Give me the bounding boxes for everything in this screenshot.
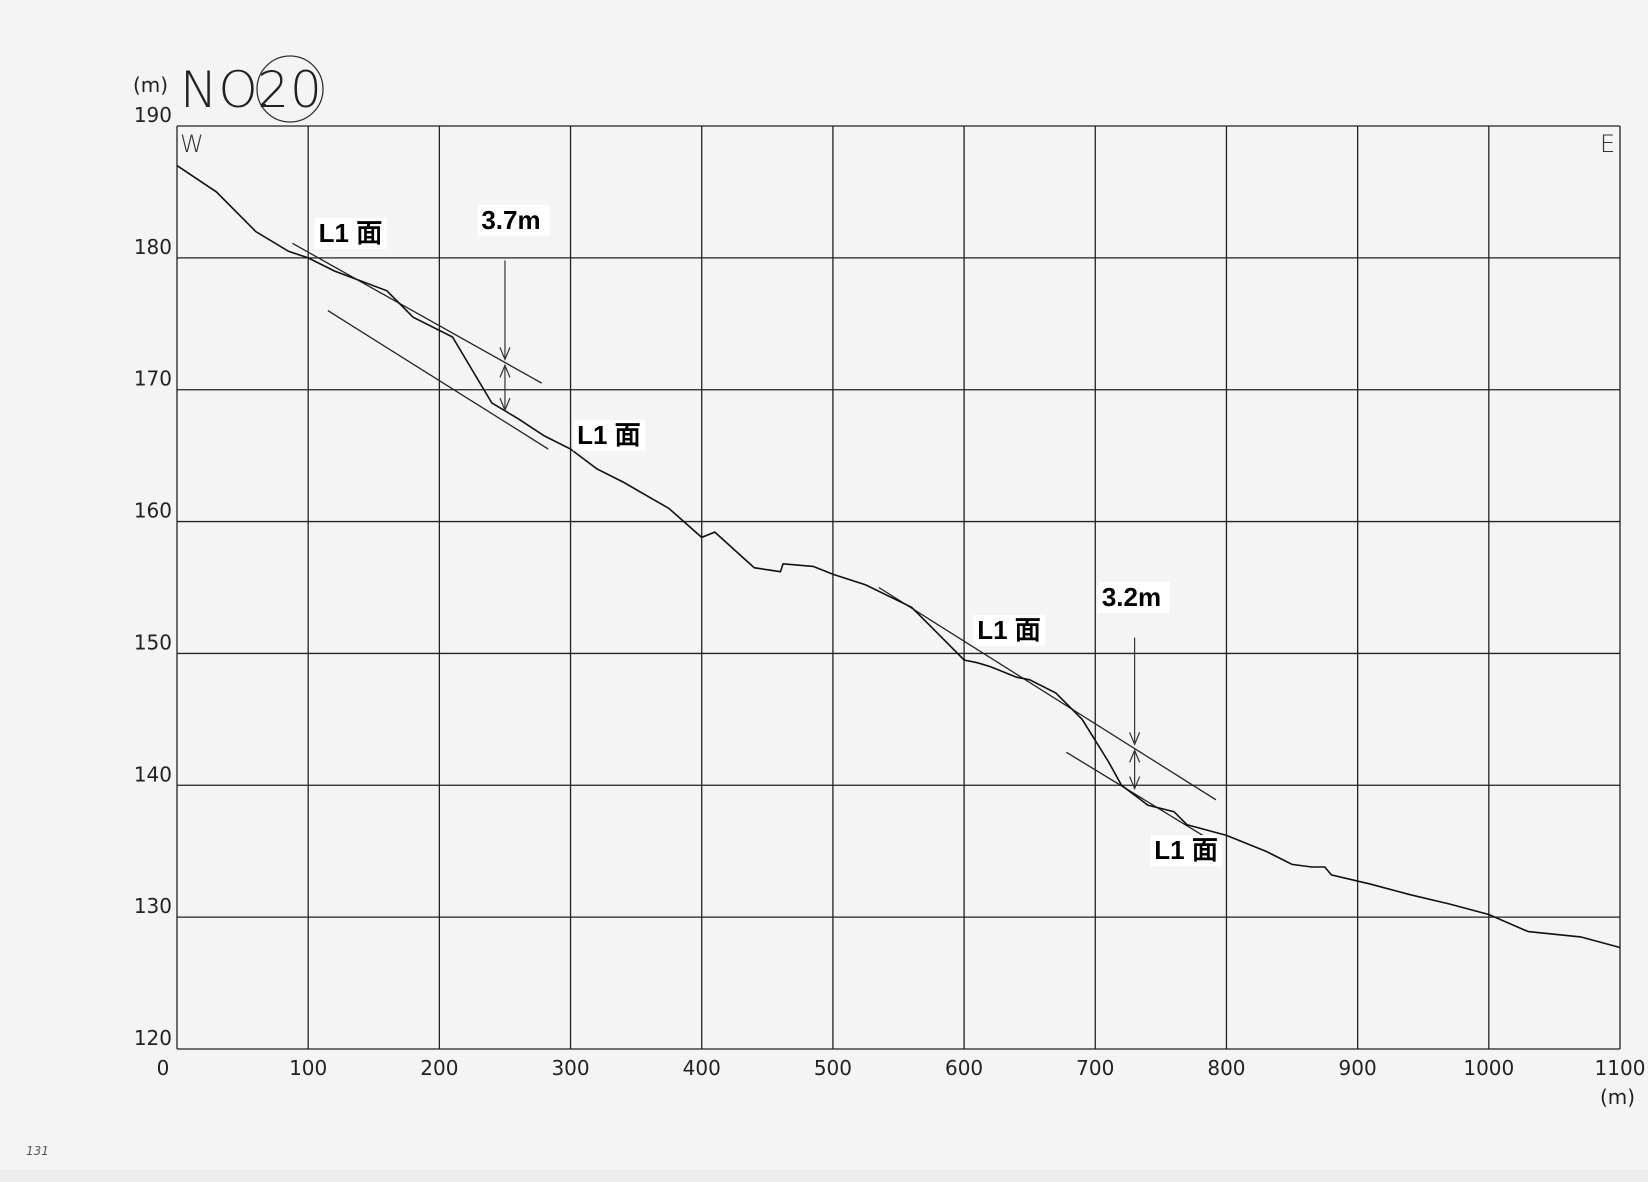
y-tick-label: 180 xyxy=(134,235,172,259)
page-number: 131 xyxy=(26,1144,49,1158)
x-tick-label: 0 xyxy=(157,1056,170,1080)
tick-labels: 0 100 200 300 400 500 600 700 800 900 1000 1100 120 1… xyxy=(134,103,1646,1080)
offset-arrowhead-up xyxy=(1129,748,1141,763)
x-tick-label: 900 xyxy=(1339,1056,1377,1080)
x-tick-label: 400 xyxy=(683,1056,721,1080)
x-axis-unit: (m) xyxy=(1600,1085,1635,1109)
offset-arrowhead-down xyxy=(1129,776,1141,791)
x-tick-label: 300 xyxy=(551,1056,589,1080)
x-tick-label: 800 xyxy=(1207,1056,1245,1080)
x-tick-label: 700 xyxy=(1076,1056,1114,1080)
surface-line xyxy=(327,310,549,450)
annotation-bg xyxy=(477,204,550,236)
direction-west: W xyxy=(180,130,204,158)
annotation-label: L1 面 xyxy=(577,420,641,450)
annotation-label: L1 面 xyxy=(1154,835,1218,865)
annotation-bg xyxy=(1150,835,1223,867)
offset-arrowhead-down xyxy=(499,397,511,412)
annotation-bg xyxy=(1097,581,1170,613)
x-tick-label: 500 xyxy=(814,1056,852,1080)
chart-title-number: 20 xyxy=(257,61,323,119)
surface-line xyxy=(292,242,543,384)
annotation-label: L1 面 xyxy=(319,218,383,248)
x-tick-label: 200 xyxy=(420,1056,458,1080)
offset-pointer-head xyxy=(499,347,511,361)
title-number-circle xyxy=(256,55,324,123)
annotation-bg xyxy=(314,218,387,250)
x-tick-label: 1100 xyxy=(1595,1056,1646,1080)
grid xyxy=(176,125,1621,1050)
y-tick-label: 190 xyxy=(134,103,172,127)
profile-series xyxy=(176,164,1621,949)
annotation-bg xyxy=(573,419,646,451)
y-tick-label: 130 xyxy=(134,894,172,918)
x-tick-label: 100 xyxy=(289,1056,327,1080)
y-tick-label: 160 xyxy=(134,499,172,523)
annotations: L1 面 L1 面 L1 面 L1 面 3.7m 3.2m xyxy=(314,204,1223,867)
y-tick-label: 120 xyxy=(134,1026,172,1050)
y-tick-label: 170 xyxy=(134,367,172,391)
direction-east: E xyxy=(1600,130,1615,158)
annotation-label: 3.2m xyxy=(1102,582,1161,612)
offset-pointer-head xyxy=(1129,732,1141,746)
annotation-label: L1 面 xyxy=(977,615,1041,645)
x-tick-label: 600 xyxy=(945,1056,983,1080)
y-axis-unit: (m) xyxy=(133,73,168,97)
surface-lines xyxy=(292,242,1217,836)
surface-line xyxy=(1066,751,1204,836)
y-tick-label: 150 xyxy=(134,630,172,654)
x-tick-label: 1000 xyxy=(1463,1056,1514,1080)
surface-line xyxy=(878,586,1217,801)
profile-line xyxy=(176,164,1621,949)
offset-arrowhead-up xyxy=(499,363,511,378)
annotation-label: 3.7m xyxy=(481,205,540,235)
annotation-bg xyxy=(973,614,1046,646)
y-tick-label: 140 xyxy=(134,762,172,786)
